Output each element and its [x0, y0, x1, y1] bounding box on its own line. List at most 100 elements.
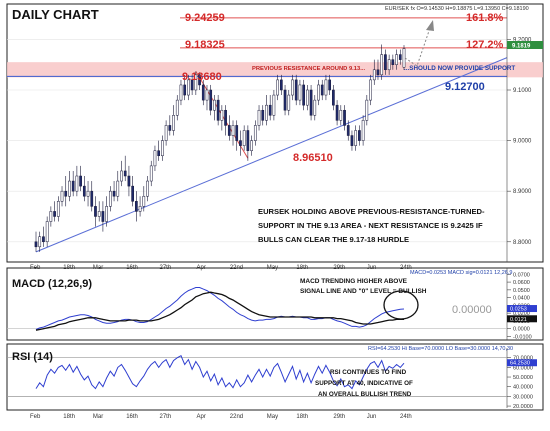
candle-up	[324, 79, 328, 96]
candle-up	[253, 125, 257, 141]
annotation-line-2: SUPPORT IN THE 9.13 AREA - NEXT RESISTAN…	[258, 221, 483, 230]
level-label-913680: 9.13680	[182, 71, 222, 83]
rsi-axis-tick-label: 60.0000	[513, 365, 533, 371]
candle-up	[395, 54, 398, 65]
rsi-axis-tick-label: 30.0000	[513, 394, 533, 400]
macd-signal-line	[35, 291, 405, 331]
candle-down	[34, 241, 38, 248]
candle-down	[343, 109, 346, 126]
macd-panel-header: MACD=0.0253 MACD sig=0.0121 12,26,9	[410, 270, 512, 276]
swing-low-label: 8.96510	[293, 152, 333, 164]
candle-down	[101, 211, 105, 222]
rsi-axis-tick-label: 40.0000	[513, 385, 533, 391]
candle-down	[235, 125, 239, 141]
macd-axis-tick-label: 0.0700	[513, 272, 530, 278]
price-x-tick-label: 18th	[296, 265, 308, 271]
rsi-x-tick-label: 18th	[296, 414, 308, 420]
price-axis-tick-label: 9.0000	[513, 139, 532, 145]
macd-axis-tick-label: 0.0000	[513, 327, 530, 333]
macd-highlight-circle	[383, 290, 419, 320]
candle-up	[75, 175, 79, 192]
candle-down	[190, 79, 194, 91]
candle-up	[108, 190, 112, 207]
last-price-tag-label: 9.1819	[512, 44, 531, 50]
macd-axis-tick-label: 0.0400	[513, 296, 530, 302]
price-axis-tick-label: 8.9000	[513, 189, 532, 195]
candle-up	[257, 109, 261, 126]
candle-down	[157, 150, 161, 157]
candle-up	[164, 125, 168, 141]
candle-down	[71, 180, 75, 192]
candle-up	[68, 180, 71, 197]
price-x-tick-label: 22nd	[230, 265, 243, 271]
candle-down	[376, 69, 380, 76]
candle-up	[138, 206, 142, 212]
candle-down	[332, 89, 335, 106]
candle-down	[358, 130, 361, 141]
macd-axis-tick-label: 0.0500	[513, 288, 530, 294]
rsi-value-tag	[507, 359, 537, 367]
candle-up	[387, 59, 391, 71]
macd-axis-tick-label: 0.0600	[513, 280, 530, 286]
candle-up	[298, 84, 302, 101]
candle-down	[309, 89, 313, 116]
candle-down	[94, 206, 97, 217]
macd-value-tag-label: 0.0253	[510, 307, 527, 313]
rsi-annotation-line-2: SUPPORT AT 40, INDICATIVE OF	[315, 380, 413, 387]
candle-up	[276, 79, 279, 96]
level-label-161: 9.24259	[185, 12, 225, 24]
candle-up	[220, 109, 224, 121]
price-x-tick-label: Jun	[367, 265, 377, 271]
candle-down	[216, 99, 220, 121]
resistance-zone-label: PREVIOUS RESISTANCE AROUND 9.13...	[252, 66, 365, 72]
candle-up	[146, 180, 149, 197]
candle-up	[313, 99, 317, 116]
rsi-x-tick-label: 22nd	[230, 414, 243, 420]
candle-up	[339, 109, 343, 121]
candle-down	[246, 130, 250, 151]
macd-panel-frame	[6, 267, 544, 341]
rsi-axis-tick-label: 50.0000	[513, 375, 533, 381]
candle-down	[42, 236, 45, 243]
candle-up	[172, 115, 175, 131]
candle-up	[45, 221, 49, 243]
price-x-tick-label: Apr	[197, 265, 206, 271]
candle-up	[49, 211, 53, 222]
rsi-panel-header: RSI=64.2530 Hi Base=70.0000 LO Base=30.0…	[368, 346, 513, 352]
candle-up	[317, 84, 320, 101]
candle-down	[82, 185, 86, 197]
rsi-panel-title: RSI (14)	[12, 351, 53, 363]
candle-down	[209, 89, 213, 111]
candle-up	[161, 140, 164, 157]
price-axis-tick-label: 8.8000	[513, 240, 532, 246]
candle-down	[283, 89, 287, 111]
candle-down	[224, 109, 227, 126]
last-price-tag	[507, 41, 543, 49]
rsi-x-tick-label: 16th	[126, 414, 138, 420]
macd-value-tag-label: 0.0121	[510, 317, 527, 323]
candle-up	[287, 94, 291, 111]
candle-down	[123, 170, 127, 177]
candle-up	[56, 201, 60, 217]
uptrend-line	[35, 57, 508, 253]
candle-up	[361, 120, 365, 141]
candle-up	[265, 104, 268, 121]
rsi-axis-tick-label: 70.0000	[513, 356, 533, 362]
projection-arrowhead	[426, 20, 434, 31]
rsi-x-tick-label: Mar	[93, 414, 103, 420]
candle-up	[242, 130, 246, 146]
candle-up	[149, 165, 153, 182]
candle-up	[213, 99, 216, 111]
candle-up	[205, 89, 209, 101]
price-x-tick-label: 29th	[333, 265, 345, 271]
price-axis-tick-label: 9.2000	[513, 37, 532, 43]
candle-down	[183, 84, 187, 96]
level-tag-127: 127.2%	[466, 39, 504, 51]
candle-down	[350, 135, 354, 146]
candle-down	[168, 125, 172, 131]
candle-up	[175, 99, 179, 116]
price-x-tick-label: 24th	[400, 265, 412, 271]
candle-up	[354, 130, 358, 146]
rsi-axis-tick-label: 20.0000	[513, 404, 533, 410]
candle-down	[64, 190, 68, 197]
